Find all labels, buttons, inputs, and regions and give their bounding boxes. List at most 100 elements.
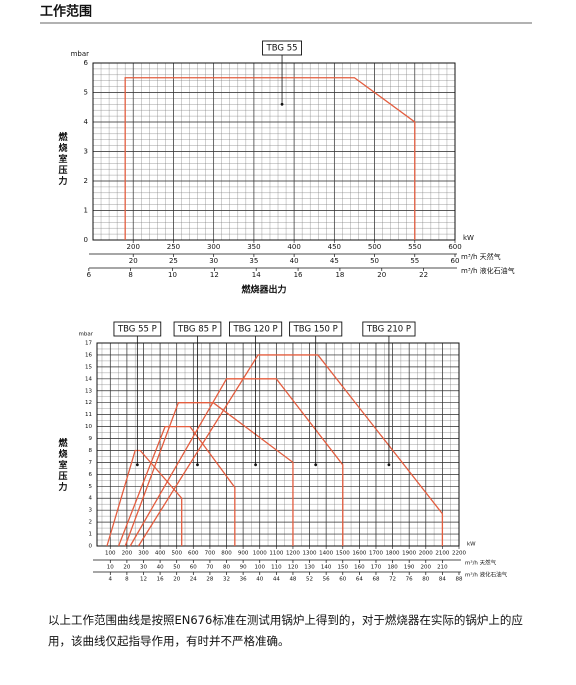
tick-label: 84 bbox=[439, 577, 446, 583]
tick-label: 45 bbox=[330, 257, 339, 265]
legend-label: TBG 150 P bbox=[293, 325, 338, 335]
y-tick-label: 1 bbox=[89, 532, 93, 538]
y-tick-label: 4 bbox=[84, 118, 89, 126]
x-tick-label: 550 bbox=[408, 243, 421, 251]
tick-label: 20 bbox=[377, 271, 386, 279]
tick-label: 40 bbox=[157, 565, 164, 571]
tick-label: 50 bbox=[370, 257, 379, 265]
y-tick-label: 10 bbox=[85, 424, 92, 430]
y-label: 燃烧室压力 bbox=[57, 437, 68, 493]
x-tick-label: 700 bbox=[205, 551, 216, 557]
tick-label: 24 bbox=[190, 577, 197, 583]
x-tick-label: 350 bbox=[247, 243, 260, 251]
x-tick-label: 1200 bbox=[286, 551, 300, 557]
tick-label: 60 bbox=[190, 565, 197, 571]
series-box bbox=[362, 321, 416, 337]
legend-label: TBG 120 P bbox=[232, 325, 277, 335]
y-tick-label: 2 bbox=[84, 177, 88, 185]
y-tick-label: 3 bbox=[89, 508, 93, 514]
x-tick-label: 600 bbox=[448, 243, 461, 251]
tick-label: 170 bbox=[371, 565, 382, 571]
x-tick-label: 2200 bbox=[452, 551, 466, 557]
tick-label: 72 bbox=[389, 577, 396, 583]
tick-label: 6 bbox=[87, 271, 92, 279]
tick-label: 22 bbox=[419, 271, 428, 279]
series-box bbox=[289, 321, 343, 337]
range-curve bbox=[106, 449, 183, 547]
tick-label: 12 bbox=[140, 577, 147, 583]
x-tick-label: 1900 bbox=[402, 551, 416, 557]
tick-label: 160 bbox=[354, 565, 365, 571]
y-tick-label: 2 bbox=[89, 520, 93, 526]
marker-point bbox=[314, 463, 318, 467]
tick-label: 50 bbox=[173, 565, 180, 571]
x-tick-label: 1300 bbox=[303, 551, 317, 557]
y-tick-label: 8 bbox=[89, 448, 93, 454]
marker-point bbox=[196, 463, 199, 467]
tick-label: 30 bbox=[209, 257, 218, 265]
tick-label: 60 bbox=[451, 257, 460, 265]
tick-label: 16 bbox=[157, 577, 164, 583]
y-tick-label: 7 bbox=[89, 460, 93, 466]
y-tick-label: 17 bbox=[85, 341, 92, 347]
tick-label: 44 bbox=[273, 577, 280, 583]
tick-label: 80 bbox=[223, 565, 230, 571]
tick-label: 36 bbox=[240, 577, 247, 583]
x-tick-label: 450 bbox=[328, 243, 341, 251]
x-tick-label: 300 bbox=[138, 551, 149, 557]
plot-frame bbox=[92, 62, 456, 241]
series-box bbox=[262, 40, 302, 56]
tick-label: 180 bbox=[387, 565, 398, 571]
x-tick-label: 1100 bbox=[269, 551, 283, 557]
x-tick-label: 100 bbox=[105, 551, 116, 557]
marker-point bbox=[254, 463, 257, 467]
tick-label: 140 bbox=[321, 565, 332, 571]
y-tick-label: 5 bbox=[89, 484, 93, 490]
x-tick-label: 500 bbox=[368, 243, 381, 251]
tick-label: 55 bbox=[410, 257, 419, 265]
range-curve bbox=[124, 77, 416, 240]
tick-label: 48 bbox=[289, 577, 296, 583]
axis-label: m³/h 液化石油气 bbox=[461, 266, 515, 275]
x-tick-label: 1400 bbox=[319, 551, 333, 557]
x-tick-label: 2000 bbox=[419, 551, 433, 557]
tick-label: 200 bbox=[421, 565, 432, 571]
x-tick-label: 400 bbox=[155, 551, 166, 557]
tick-label: 16 bbox=[294, 271, 303, 279]
tick-label: 68 bbox=[372, 577, 379, 583]
range-curve bbox=[129, 378, 344, 547]
legend-label: TBG 210 P bbox=[366, 325, 411, 335]
tick-label: 150 bbox=[338, 565, 349, 571]
tick-label: 56 bbox=[323, 577, 330, 583]
plot-frame bbox=[96, 342, 460, 547]
range-curve bbox=[137, 354, 444, 547]
y-tick-label: 13 bbox=[85, 388, 92, 394]
tick-label: 40 bbox=[290, 257, 299, 265]
x-tick-label: 300 bbox=[207, 243, 220, 251]
tick-label: 88 bbox=[456, 577, 463, 583]
legend-label: TBG 55 P bbox=[117, 325, 157, 335]
tick-label: 4 bbox=[109, 577, 113, 583]
tick-label: 8 bbox=[128, 271, 132, 279]
y-tick-label: 0 bbox=[84, 236, 88, 244]
x-unit: kW bbox=[463, 234, 474, 242]
tick-label: 64 bbox=[356, 577, 363, 583]
y-tick-label: 6 bbox=[84, 59, 89, 67]
tick-label: 70 bbox=[206, 565, 213, 571]
series-box bbox=[229, 321, 283, 337]
x-tick-label: 1000 bbox=[253, 551, 267, 557]
tick-label: 90 bbox=[240, 565, 247, 571]
tick-label: 52 bbox=[306, 577, 313, 583]
x-title: 燃烧器出力 bbox=[241, 284, 286, 296]
x-tick-label: 250 bbox=[167, 243, 180, 251]
y-tick-label: 11 bbox=[85, 412, 92, 418]
y-tick-label: 15 bbox=[85, 364, 92, 370]
tick-label: 32 bbox=[223, 577, 230, 583]
marker-point bbox=[387, 463, 391, 467]
series-box bbox=[173, 321, 222, 337]
x-tick-label: 1800 bbox=[386, 551, 400, 557]
legend-label: TBG 55 bbox=[266, 44, 298, 54]
tick-label: 120 bbox=[288, 565, 299, 571]
tick-label: 20 bbox=[173, 577, 180, 583]
